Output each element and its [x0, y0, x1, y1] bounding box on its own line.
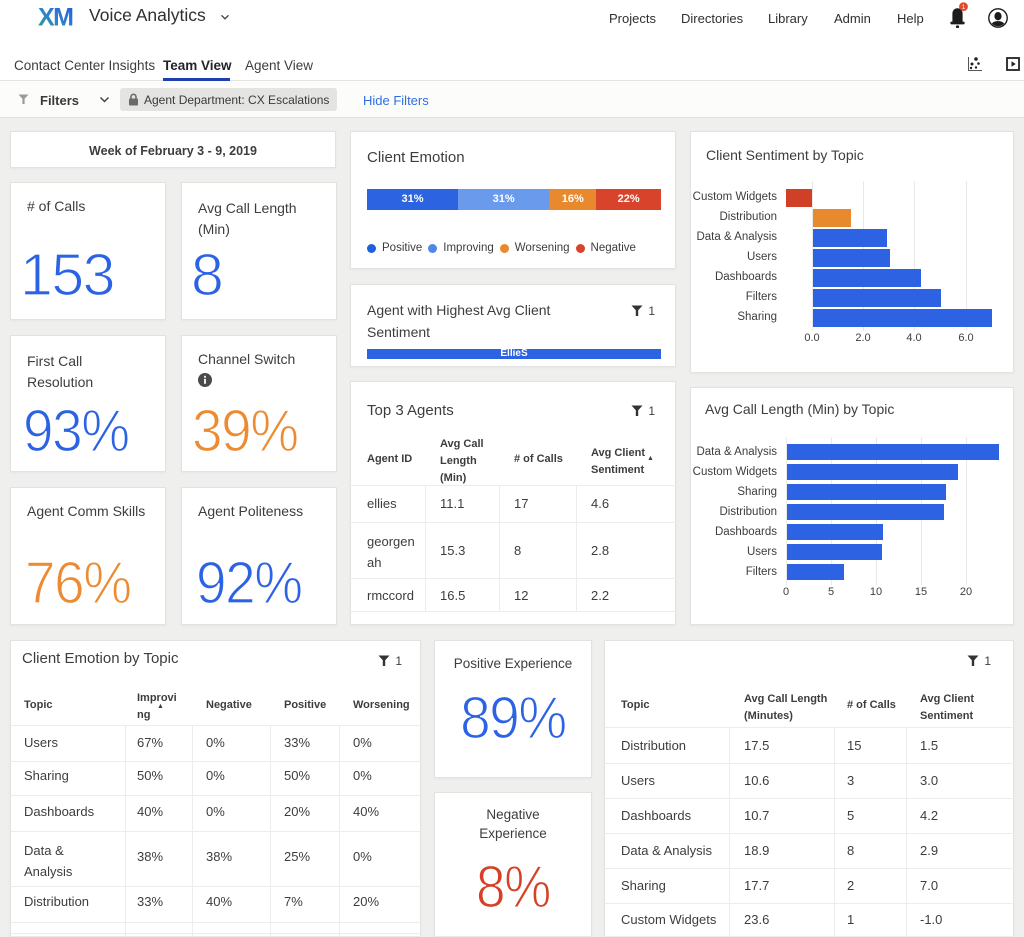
svg-text:1: 1 — [962, 5, 966, 11]
svg-text:XM: XM — [38, 6, 73, 30]
